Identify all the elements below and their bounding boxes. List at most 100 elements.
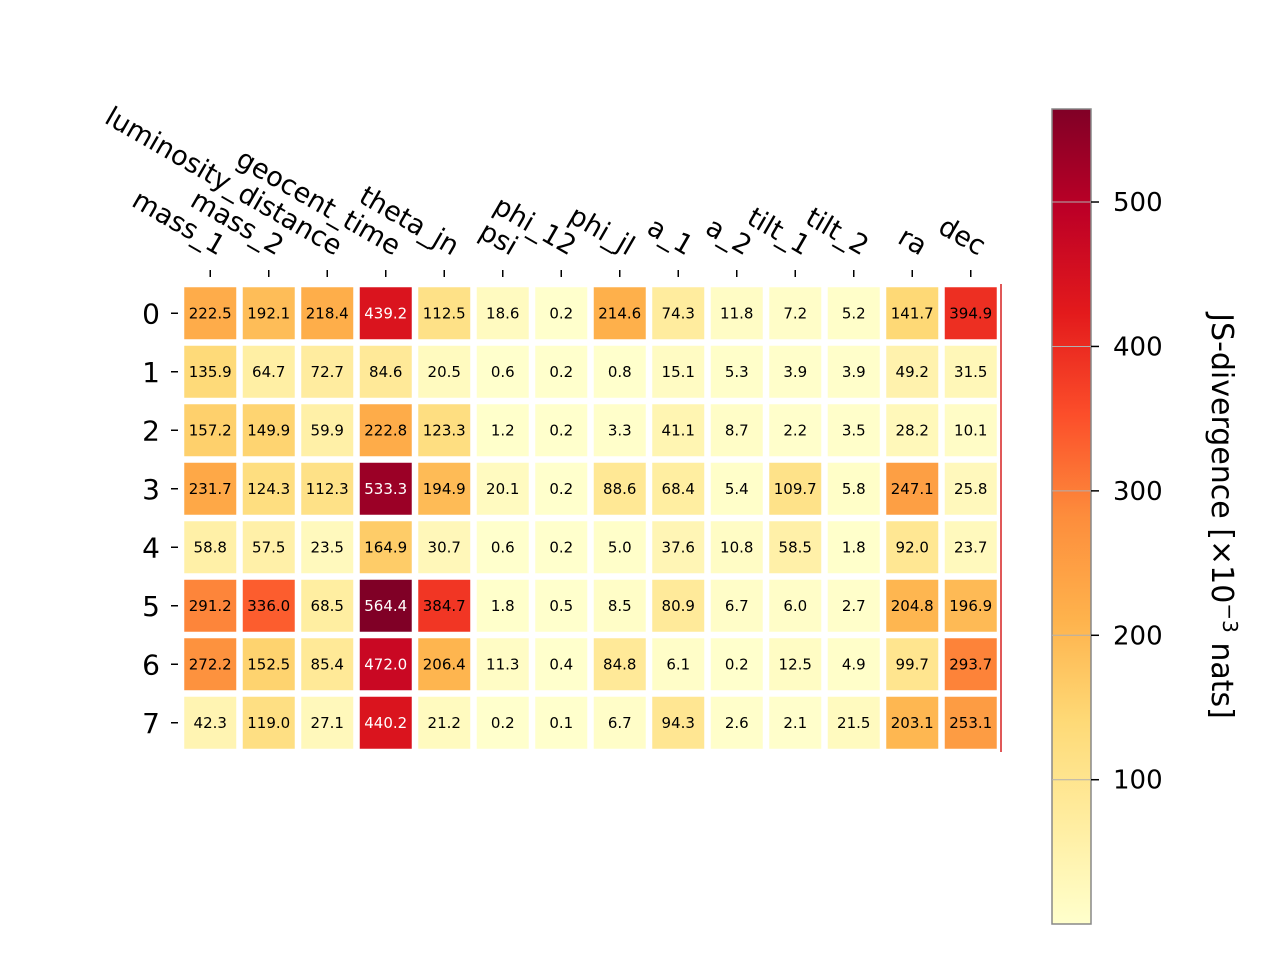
heatmap-cell (476, 345, 529, 398)
cell-value-label: 6.1 (666, 655, 690, 673)
colorbar-ticks: 100 200 300 400 500 (1052, 188, 1163, 796)
cell-value-label: 0.2 (491, 714, 515, 732)
cell-value-label: 214.6 (598, 304, 641, 322)
heatmap-cell (301, 696, 354, 749)
cell-value-label: 8.7 (725, 421, 749, 439)
heatmap-cell (184, 287, 237, 340)
heatmap-cell (476, 696, 529, 749)
cell-value-label: 272.2 (189, 655, 232, 673)
cell-value-label: 0.8 (608, 363, 632, 381)
heatmap-cell (184, 404, 237, 457)
cell-value-label: 20.1 (486, 480, 519, 498)
heatmap-cell (944, 638, 997, 691)
heatmap-cell (886, 287, 939, 340)
heatmap-cell (827, 462, 880, 515)
cell-value-label: 194.9 (423, 480, 466, 498)
cell-value-label: 5.4 (725, 480, 749, 498)
heatmap-cell (476, 579, 529, 632)
heatmap-cell (184, 521, 237, 574)
cell-value-label: 222.5 (189, 304, 232, 322)
cell-value-label: 3.5 (842, 421, 866, 439)
cell-value-label: 0.2 (549, 538, 573, 556)
cell-value-label: 336.0 (247, 597, 290, 615)
heatmap-cell (769, 287, 822, 340)
cell-value-label: 37.6 (662, 538, 695, 556)
heatmap-cell (827, 579, 880, 632)
cell-value-label: 58.5 (779, 538, 812, 556)
cell-value-label: 15.1 (662, 363, 695, 381)
cell-value-label: 1.2 (491, 421, 515, 439)
cell-value-label: 4.9 (842, 655, 866, 673)
cell-value-label: 152.5 (247, 655, 290, 673)
heatmap-cell (301, 287, 354, 340)
heatmap-cell (301, 579, 354, 632)
heatmap-cell (944, 345, 997, 398)
heatmap-cell (886, 696, 939, 749)
heatmap-cell (476, 521, 529, 574)
cell-value-label: 84.8 (603, 655, 636, 673)
heatmap-cell (769, 579, 822, 632)
cell-value-label: 231.7 (189, 480, 232, 498)
heatmap-cell (944, 521, 997, 574)
cell-value-label: 68.5 (311, 597, 344, 615)
heatmap-cell (769, 462, 822, 515)
column-label: tilt_2 (800, 202, 873, 262)
cell-value-label: 92.0 (896, 538, 929, 556)
heatmap-cell (476, 404, 529, 457)
cell-value-label: 291.2 (189, 597, 232, 615)
column-label: ra (893, 221, 932, 262)
cell-value-label: 42.3 (194, 714, 227, 732)
heatmap-cell (301, 521, 354, 574)
row-label: 0 (142, 297, 160, 330)
cell-value-label: 109.7 (774, 480, 817, 498)
heatmap-cell (301, 462, 354, 515)
heatmap-cell (593, 287, 646, 340)
cell-value-label: 5.3 (725, 363, 749, 381)
heatmap-cell (827, 345, 880, 398)
heatmap-cell (769, 638, 822, 691)
heatmap-cell (242, 345, 295, 398)
cell-value-label: 247.1 (891, 480, 934, 498)
cell-value-label: 0.2 (549, 304, 573, 322)
cell-value-label: 384.7 (423, 597, 466, 615)
heatmap-cell (652, 696, 705, 749)
cell-value-label: 149.9 (247, 421, 290, 439)
heatmap-cell (652, 345, 705, 398)
heatmap-cell (769, 696, 822, 749)
heatmap-cell (827, 287, 880, 340)
cell-value-label: 49.2 (896, 363, 929, 381)
heatmap-cell (184, 345, 237, 398)
heatmap-cell (242, 696, 295, 749)
cell-value-label: 439.2 (364, 304, 407, 322)
heatmap-cell (418, 287, 471, 340)
heatmap-cell (886, 638, 939, 691)
cell-value-label: 68.4 (662, 480, 695, 498)
heatmap-cell (944, 462, 997, 515)
row-label: 7 (142, 707, 160, 740)
colorbar-gradient (1051, 108, 1092, 925)
cell-value-label: 394.9 (949, 304, 992, 322)
heatmap-cell (476, 287, 529, 340)
cell-value-label: 10.1 (954, 421, 987, 439)
cell-value-label: 1.8 (842, 538, 866, 556)
cell-value-label: 112.5 (423, 304, 466, 322)
heatmap-cell (359, 345, 412, 398)
heatmap-cell (301, 638, 354, 691)
cell-value-label: 31.5 (954, 363, 987, 381)
heatmap-cell (184, 462, 237, 515)
cell-value-label: 123.3 (423, 421, 466, 439)
cell-value-label: 203.1 (891, 714, 934, 732)
heatmap-cell (886, 404, 939, 457)
row-label: 6 (142, 648, 160, 681)
colorbar-tick-label: 100 (1113, 766, 1163, 796)
cell-value-label: 8.5 (608, 597, 632, 615)
colorbar-tick-label: 300 (1113, 477, 1163, 507)
cell-value-label: 41.1 (662, 421, 695, 439)
cell-value-label: 27.1 (311, 714, 344, 732)
cell-value-label: 2.1 (783, 714, 807, 732)
cell-value-label: 85.4 (311, 655, 344, 673)
cell-value-label: 20.5 (428, 363, 461, 381)
heatmap-cell (242, 462, 295, 515)
heatmap-cell (418, 579, 471, 632)
cell-value-label: 0.2 (549, 421, 573, 439)
